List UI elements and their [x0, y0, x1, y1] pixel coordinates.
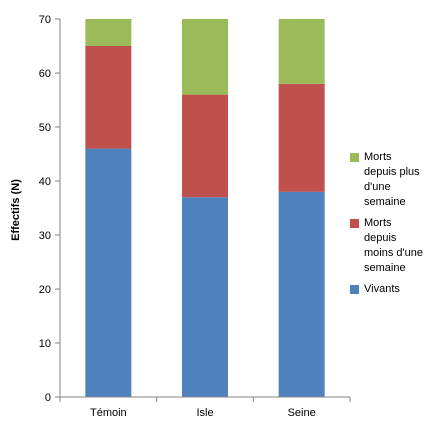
legend-label: Vivants	[364, 283, 400, 295]
y-axis-ticks: 0 10 20 30 40 50 60 70	[39, 14, 60, 404]
bar-segment	[182, 19, 228, 95]
legend-label: Morts depuis moins d'une semaine	[364, 217, 423, 274]
y-tick-label: 50	[39, 122, 51, 134]
legend-item: Vivants	[350, 282, 424, 297]
x-axis-ticks: Témoin Isle Seine	[59, 397, 351, 419]
bar-segment	[85, 19, 132, 46]
y-tick-label: 70	[39, 14, 51, 26]
legend-swatch	[350, 153, 359, 162]
bar-segment	[278, 19, 325, 84]
bar-segment	[85, 46, 132, 149]
bars-group	[85, 19, 325, 397]
bar-segment	[182, 94, 228, 198]
legend-item: Morts depuis moins d'une semaine	[350, 216, 424, 276]
y-tick-label: 40	[39, 176, 51, 188]
bar-segment	[182, 197, 228, 397]
y-tick-label: 60	[39, 68, 51, 80]
y-axis-title: Effectifs (N)	[10, 179, 22, 241]
bar-segment	[85, 148, 132, 397]
bar-segment	[278, 191, 325, 397]
y-tick-label: 10	[39, 338, 51, 350]
x-tick-label: Témoin	[90, 407, 127, 419]
x-tick-label: Seine	[288, 407, 316, 419]
legend-label: Morts depuis plus d'une semaine	[364, 151, 420, 208]
legend-swatch	[350, 219, 359, 228]
legend: Morts depuis plus d'une semaine Morts dep…	[350, 150, 424, 303]
y-tick-label: 30	[39, 230, 51, 242]
x-tick-label: Isle	[196, 407, 213, 419]
legend-item: Morts depuis plus d'une semaine	[350, 150, 424, 210]
legend-swatch	[350, 285, 359, 294]
y-tick-label: 0	[45, 392, 51, 404]
bar-segment	[278, 83, 325, 192]
y-tick-label: 20	[39, 284, 51, 296]
